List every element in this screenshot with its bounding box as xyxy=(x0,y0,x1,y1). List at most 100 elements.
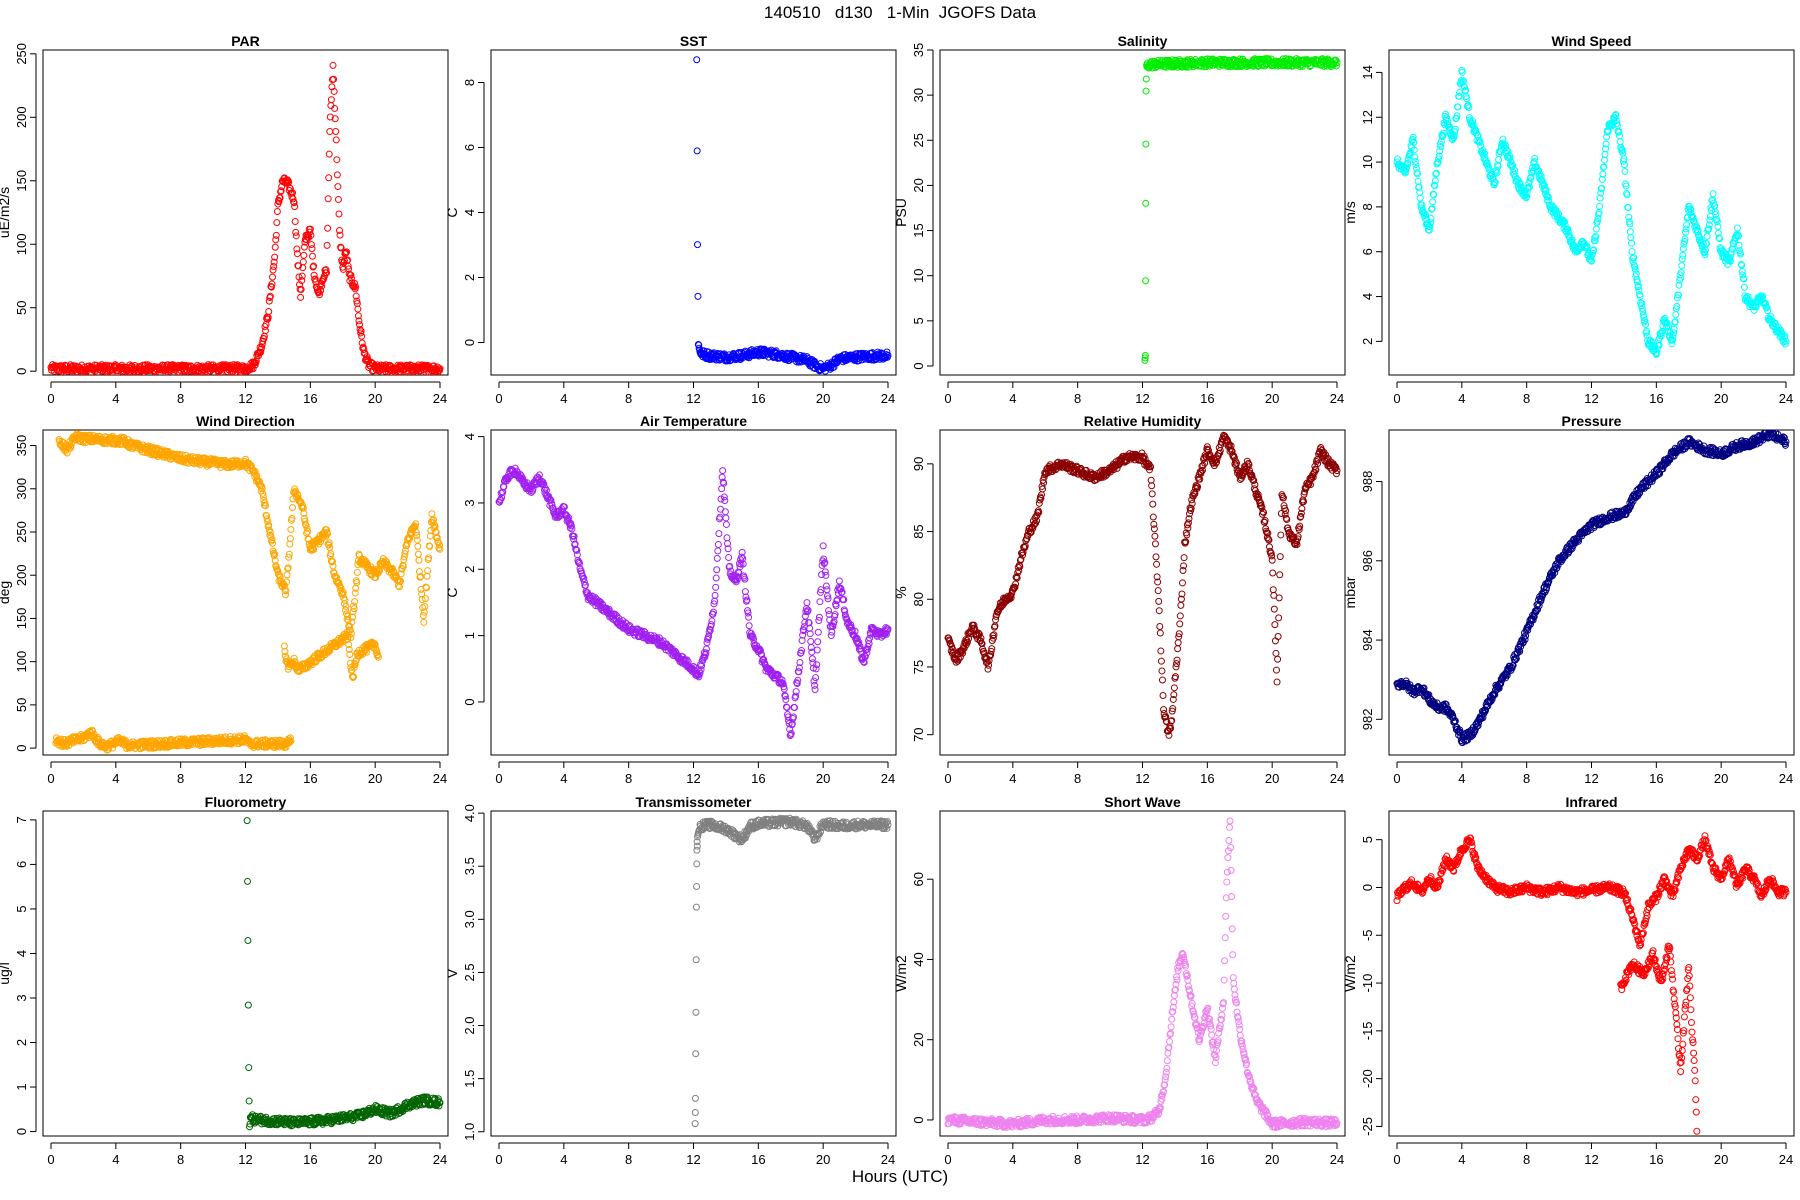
data-point xyxy=(297,293,305,301)
data-point xyxy=(285,553,293,561)
data-point xyxy=(270,258,278,266)
x-tick-label: 24 xyxy=(1330,391,1344,406)
y-tick-label: 20 xyxy=(911,178,926,192)
data-point xyxy=(269,266,277,274)
data-point xyxy=(300,243,308,251)
data-point xyxy=(343,631,351,639)
x-tick-label: 4 xyxy=(1009,391,1016,406)
data-point xyxy=(1705,221,1713,229)
y-tick-label: 150 xyxy=(14,608,29,630)
data-point xyxy=(837,585,845,593)
data-point xyxy=(415,556,423,564)
data-point xyxy=(1436,147,1444,155)
data-point xyxy=(286,535,294,543)
data-point xyxy=(270,263,278,271)
data-point xyxy=(1593,217,1601,225)
y-tick-label: 85 xyxy=(911,524,926,538)
data-point xyxy=(699,657,707,665)
y-tick-label: 5 xyxy=(911,317,926,324)
data-point xyxy=(715,530,723,538)
data-point xyxy=(280,582,288,590)
x-tick-label: 8 xyxy=(625,391,632,406)
data-point xyxy=(1726,257,1734,265)
data-point xyxy=(1592,232,1600,240)
data-point xyxy=(989,634,997,642)
data-point xyxy=(1479,146,1487,154)
y-tick-label: 300 xyxy=(14,478,29,500)
data-point xyxy=(1612,116,1620,124)
data-point xyxy=(284,564,292,572)
data-point xyxy=(1672,311,1680,319)
data-point xyxy=(1414,177,1422,185)
y-tick-label: 4 xyxy=(462,209,477,216)
data-point xyxy=(326,113,334,121)
plot-frame xyxy=(490,429,897,756)
data-point xyxy=(821,559,829,567)
data-point xyxy=(1677,269,1685,277)
y-tick-label: 75 xyxy=(911,660,926,674)
page-title: 140510 d130 1-Min JGOFS Data xyxy=(763,3,1037,22)
data-point xyxy=(397,570,405,578)
data-point xyxy=(1733,224,1741,232)
data-point xyxy=(67,442,75,450)
data-point xyxy=(1703,240,1711,248)
data-point xyxy=(347,274,355,282)
data-point xyxy=(261,499,269,507)
data-point xyxy=(1410,138,1418,146)
data-point xyxy=(348,613,356,621)
data-point xyxy=(1409,133,1417,141)
x-tick-label: 8 xyxy=(1523,391,1530,406)
data-point xyxy=(339,265,347,273)
y-tick-label: 8 xyxy=(1360,203,1375,210)
data-point xyxy=(1592,225,1600,233)
data-point xyxy=(795,668,803,676)
data-point xyxy=(611,610,619,618)
data-point xyxy=(308,245,316,253)
data-point xyxy=(330,75,338,83)
data-point xyxy=(1596,194,1604,202)
data-point xyxy=(1151,532,1159,540)
x-tick-label: 20 xyxy=(368,771,382,786)
data-point xyxy=(374,651,382,659)
data-point xyxy=(693,147,701,155)
data-point xyxy=(1494,162,1502,170)
data-point xyxy=(423,572,431,580)
data-point xyxy=(1149,500,1157,508)
data-point xyxy=(307,231,315,239)
data-point xyxy=(343,628,351,636)
data-point xyxy=(697,666,705,674)
data-point xyxy=(792,688,800,696)
data-point xyxy=(1178,579,1186,587)
data-point xyxy=(821,568,829,576)
data-point xyxy=(297,286,305,294)
data-point xyxy=(1150,525,1158,533)
data-point xyxy=(1154,587,1162,595)
data-point xyxy=(1537,172,1545,180)
data-point xyxy=(1156,623,1164,631)
data-point xyxy=(356,325,364,333)
data-point xyxy=(1404,160,1412,168)
data-point xyxy=(269,273,277,281)
plot-frame xyxy=(939,49,1346,376)
data-point xyxy=(856,642,864,650)
data-point xyxy=(1701,251,1709,259)
data-point xyxy=(1225,440,1233,448)
data-point xyxy=(1781,340,1789,348)
data-point xyxy=(300,509,308,517)
x-tick-label: 4 xyxy=(560,391,567,406)
data-point xyxy=(772,347,780,355)
data-point xyxy=(1174,645,1182,653)
x-tick-label: 8 xyxy=(625,771,632,786)
data-point xyxy=(1716,235,1724,243)
data-point xyxy=(122,737,130,745)
data-point xyxy=(350,673,358,681)
data-point xyxy=(272,236,280,244)
data-point xyxy=(1021,542,1029,550)
data-point xyxy=(778,676,786,684)
data-point xyxy=(830,618,838,626)
data-point xyxy=(820,555,828,563)
plot-frame xyxy=(490,49,897,376)
data-point xyxy=(1213,458,1221,466)
plot-frame xyxy=(42,49,449,376)
data-point xyxy=(566,521,574,529)
